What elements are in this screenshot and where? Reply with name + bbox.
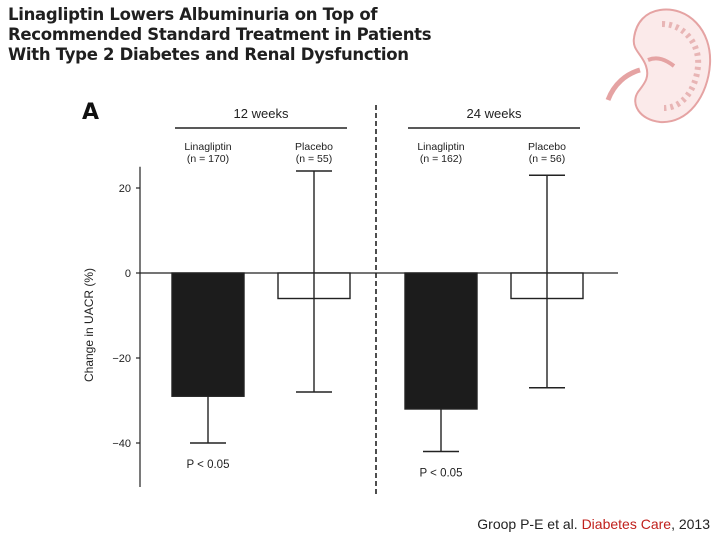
bar-name: Placebo <box>528 141 566 153</box>
citation: Groop P-E et al. Diabetes Care, 2013 <box>477 516 710 532</box>
uacr-bar-chart: 20 0 −20 −40 Change in UACR (%) 12 weeks Linag… <box>82 105 618 494</box>
kidney-illustration-icon <box>605 8 712 124</box>
group-label: 24 weeks <box>467 106 522 121</box>
slide-title: Linagliptin Lowers Albuminuria on Top of… <box>8 5 432 64</box>
group-label: 12 weeks <box>234 106 289 121</box>
bar-name: Placebo <box>295 141 333 153</box>
y-tick-label: −40 <box>112 438 131 450</box>
panel-label: A <box>82 100 100 125</box>
y-tick-label: −20 <box>112 353 131 365</box>
citation-year: 2013 <box>678 516 710 532</box>
bar <box>404 272 478 410</box>
citation-authors: Groop P-E et al. <box>477 516 578 532</box>
bar-n-label: (n = 170) <box>187 153 229 165</box>
bar-n-label: (n = 55) <box>296 153 332 165</box>
y-tick-label: 20 <box>119 183 131 195</box>
y-tick-label: 0 <box>125 268 131 280</box>
bar <box>171 272 245 397</box>
bar-name: Linagliptin <box>184 141 231 153</box>
citation-journal: Diabetes Care <box>581 516 672 532</box>
y-axis-label: Change in UACR (%) <box>82 268 96 382</box>
p-value-annotation: P < 0.05 <box>187 459 230 471</box>
bar-n-label: (n = 162) <box>420 153 462 165</box>
bar-name: Linagliptin <box>417 141 464 153</box>
bar-n-label: (n = 56) <box>529 153 565 165</box>
p-value-annotation: P < 0.05 <box>420 468 463 480</box>
